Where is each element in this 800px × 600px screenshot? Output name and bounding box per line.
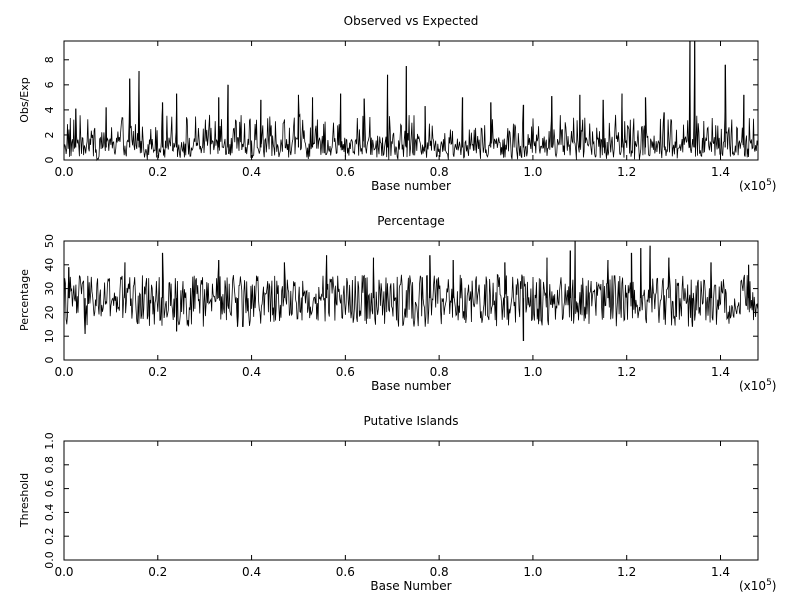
x-tick-label: 1.0: [523, 165, 542, 179]
x-multiplier-exponent: 5: [766, 178, 772, 188]
y-tick-label: 50: [43, 234, 56, 248]
y-tick-label: 2: [43, 131, 56, 138]
y-tick-label: 0.6: [43, 480, 56, 498]
panel-title: Percentage: [377, 214, 445, 228]
x-tick-label: 0.2: [148, 565, 167, 579]
x-axis-label: Base number: [371, 179, 451, 193]
x-multiplier-base: (x10: [739, 379, 766, 393]
plot-frame: [63, 40, 759, 161]
x-ticks: 0.0 0.2 0.4 0.6 0.8 1.0 1.2 1.4: [54, 441, 730, 579]
x-tick-label: 0.2: [148, 165, 167, 179]
x-tick-label: 0.4: [242, 165, 261, 179]
series-layer: [63, 240, 759, 342]
y-ticks: 0 2 4 6 8: [43, 56, 758, 164]
x-tick-label: 0.4: [242, 365, 261, 379]
x-multiplier-close: ): [772, 379, 777, 393]
y-tick-label: 4: [43, 106, 56, 113]
y-tick-label: 8: [43, 56, 56, 63]
x-tick-label: 0.4: [242, 565, 261, 579]
x-tick-label: 1.0: [523, 565, 542, 579]
y-ticks: 0.0 0.2 0.4 0.6 0.8 1.0: [43, 432, 758, 569]
x-tick-label: 1.4: [711, 165, 730, 179]
y-axis-label: Percentage: [18, 269, 31, 331]
y-tick-label: 20: [43, 305, 56, 319]
y-tick-label: 30: [43, 282, 56, 296]
x-multiplier-base: (x10: [739, 579, 766, 593]
x-multiplier-close: ): [772, 179, 777, 193]
x-ticks: 0.0 0.2 0.4 0.6 0.8 1.0 1.2 1.4: [54, 41, 730, 179]
x-tick-label: 0.8: [430, 165, 449, 179]
y-tick-label: 0.8: [43, 456, 56, 474]
series-line: [63, 40, 759, 162]
series-layer: [63, 40, 759, 162]
x-multiplier: (x105): [739, 578, 776, 593]
x-axis-label: Base number: [371, 379, 451, 393]
x-tick-label: 0.6: [336, 165, 355, 179]
panel-putative-islands: Putative Islands 0.0 0.2 0.4 0.6 0.8 1.0 1.2 1.…: [18, 414, 776, 593]
x-tick-label: 1.4: [711, 565, 730, 579]
panel-title: Putative Islands: [364, 414, 459, 428]
x-tick-label: 0.0: [54, 165, 73, 179]
x-ticks: 0.0 0.2 0.4 0.6 0.8 1.0 1.2 1.4: [54, 241, 730, 379]
y-tick-label: 0: [43, 357, 56, 364]
x-tick-label: 1.4: [711, 365, 730, 379]
x-axis-label: Base Number: [370, 579, 451, 593]
panel-observed-vs-expected: Observed vs Expected 0.0 0.2 0.4 0.6 0.8 1.0 1…: [18, 14, 776, 193]
x-tick-label: 1.2: [617, 565, 636, 579]
plot-frame: [63, 440, 759, 561]
series-line: [63, 240, 759, 342]
y-tick-label: 6: [43, 81, 56, 88]
x-multiplier-base: (x10: [739, 179, 766, 193]
x-tick-label: 0.6: [336, 365, 355, 379]
x-tick-label: 1.2: [617, 165, 636, 179]
x-multiplier-exponent: 5: [766, 378, 772, 388]
x-multiplier: (x105): [739, 378, 776, 393]
x-multiplier: (x105): [739, 178, 776, 193]
x-tick-label: 1.0: [523, 365, 542, 379]
y-tick-label: 40: [43, 258, 56, 272]
x-multiplier-exponent: 5: [766, 578, 772, 588]
x-tick-label: 0.8: [430, 565, 449, 579]
y-ticks: 0 10 20 30 40 50: [43, 234, 758, 364]
x-tick-label: 0.6: [336, 565, 355, 579]
panel-title: Observed vs Expected: [344, 14, 479, 28]
x-tick-label: 0.8: [430, 365, 449, 379]
y-tick-label: 0: [43, 157, 56, 164]
y-axis-label: Threshold: [18, 473, 31, 528]
y-tick-label: 0.0: [43, 551, 56, 569]
y-tick-label: 1.0: [43, 432, 56, 450]
plot-frame: [63, 240, 759, 361]
x-multiplier-close: ): [772, 579, 777, 593]
panel-percentage: Percentage 0.0 0.2 0.4 0.6 0.8 1.0 1.2 1.4 0 10 2…: [18, 214, 776, 393]
x-tick-label: 1.2: [617, 365, 636, 379]
x-tick-label: 0.0: [54, 565, 73, 579]
y-tick-label: 10: [43, 329, 56, 343]
y-axis-label: Obs/Exp: [18, 77, 31, 123]
x-tick-label: 0.2: [148, 365, 167, 379]
x-tick-label: 0.0: [54, 365, 73, 379]
y-tick-label: 0.2: [43, 527, 56, 545]
y-tick-label: 0.4: [43, 504, 56, 522]
